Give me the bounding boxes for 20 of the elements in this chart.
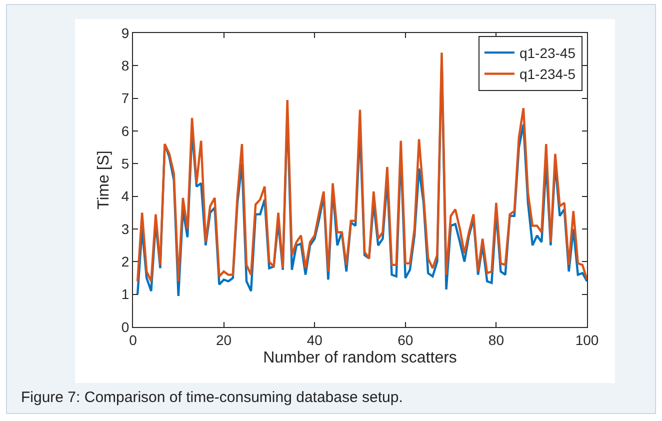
y-tick-label: 5 [121,156,130,172]
x-axis-title: Number of random scatters [263,350,457,366]
y-tick-label: 4 [121,188,130,204]
y-tick-label: 0 [121,318,130,335]
y-tick-label: 3 [121,220,130,237]
y-tick-label: 9 [121,24,130,41]
x-tick-label: 40 [306,332,323,348]
x-tick-label: 20 [216,332,232,348]
y-tick-label: 2 [121,254,130,270]
x-tick-label: 60 [398,332,414,348]
y-tick-label: 1 [121,286,130,302]
y-tick-label: 7 [121,90,130,106]
legend-label: q1-234-5 [519,66,576,82]
y-axis-title: Time [S] [95,150,112,210]
y-tick-label: 6 [121,122,130,139]
legend-label: q1-23-45 [519,45,576,61]
x-tick-label: 80 [488,332,504,348]
x-tick-label: 100 [575,332,599,348]
y-tick-label: 8 [121,58,130,74]
caption: Figure 7: Comparison of time-consuming database setup. [21,389,403,406]
